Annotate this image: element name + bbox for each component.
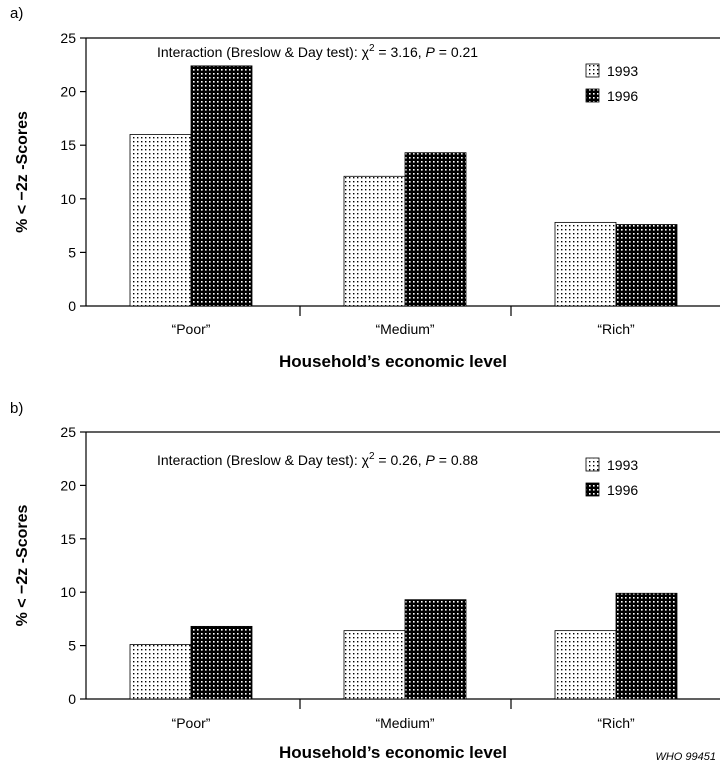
interaction-annotation: Interaction (Breslow & Day test): χ2 = 0… [157,451,478,468]
x-category-label: “Rich” [597,715,635,731]
bar-1993-0 [129,644,192,700]
y-tick-label: 20 [60,477,76,493]
panel-b: b) 0 5 10 15 20 25 % < −2z -Scores “Poor” “Medium… [10,400,720,762]
y-tick-label: 25 [60,424,76,440]
y-axis-label: % < −2z -Scores [14,111,31,233]
y-tick-label: 25 [60,30,76,46]
x-axis-label: Household’s economic level [279,743,507,762]
panel-label: a) [10,5,23,22]
y-tick-label: 0 [68,691,76,707]
legend-swatch [585,482,600,497]
panel-label: b) [10,400,23,417]
y-tick-label: 5 [68,244,76,260]
interaction-annotation: Interaction (Breslow & Day test): χ2 = 3… [157,43,478,60]
credit-text: WHO 99451 [655,751,716,763]
bar-1993-1 [343,630,406,700]
bar-1993-2 [554,630,617,700]
y-tick-label: 20 [60,84,76,100]
bar-1996-2 [615,592,678,700]
legend-swatch [585,457,600,472]
bar-1996-2 [615,224,678,307]
legend-label: 1993 [607,63,638,79]
bar-1993-0 [129,134,192,307]
x-category-label: “Poor” [172,321,211,337]
x-axis-label: Household’s economic level [279,352,507,371]
x-category-label: “Medium” [375,321,434,337]
y-tick-label: 10 [60,191,76,207]
legend-label: 1993 [607,457,638,473]
x-category-label: “Poor” [172,715,211,731]
bar-1996-0 [190,625,253,700]
panel-a: a) 0 5 10 15 20 25 % < −2z -Scores “Poor” “Medium… [10,5,720,371]
x-category-label: “Medium” [375,715,434,731]
y-tick-label: 10 [60,584,76,600]
x-category-label: “Rich” [597,321,635,337]
y-axis-label: % < −2z -Scores [14,504,31,626]
bar-1996-1 [404,152,467,307]
bar-1993-2 [554,221,617,307]
y-tick-label: 5 [68,638,76,654]
legend-label: 1996 [607,88,638,104]
y-tick-label: 15 [60,531,76,547]
bar-1996-1 [404,599,467,700]
legend-label: 1996 [607,482,638,498]
bar-1996-0 [190,65,253,307]
legend-swatch [585,88,600,103]
y-tick-label: 15 [60,137,76,153]
y-tick-label: 0 [68,298,76,314]
bar-1993-1 [343,175,406,307]
legend-swatch [585,63,600,78]
